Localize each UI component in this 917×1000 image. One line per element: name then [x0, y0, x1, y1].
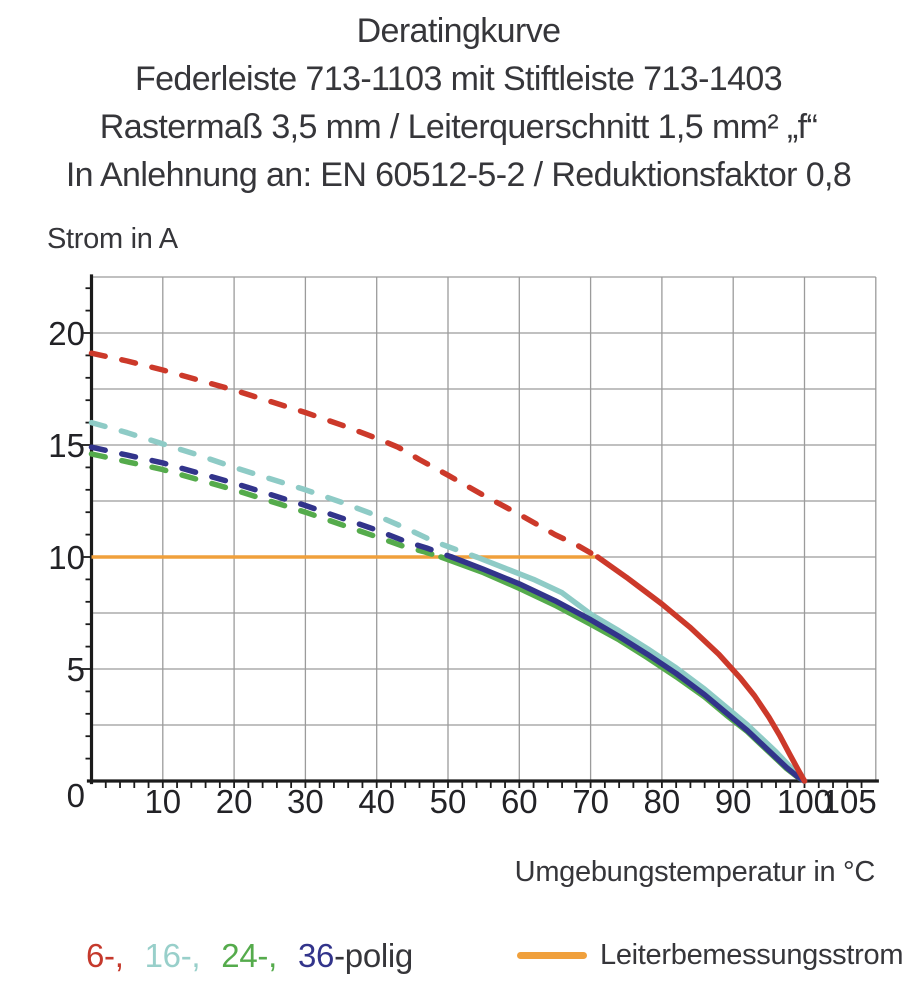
rated-current-line-swatch [517, 951, 587, 959]
legend-rated-current: Leiterbemessungsstrom [517, 930, 903, 980]
y-tick-label: 0 [67, 777, 85, 814]
x-tick-label: 30 [287, 783, 324, 820]
series-6-polig-solid [594, 554, 808, 784]
chart-title-block: Deratingkurve Federleiste 713-1103 mit S… [0, 7, 917, 199]
legend-item-36-polig: 36 [297, 937, 335, 974]
x-tick-label: 10 [144, 783, 181, 820]
legend-pole-counts: 6-, 16-, 24-, 36-polig [86, 937, 413, 975]
series-16-polig-solid [473, 554, 808, 784]
series-36-polig [88, 444, 808, 784]
series-36-polig-dashed [88, 444, 455, 560]
series-16-polig-dashed [88, 419, 480, 560]
series-36-polig-solid [448, 554, 808, 784]
series-6-polig-dashed [88, 350, 601, 560]
y-axis-title: Strom in A [47, 223, 178, 255]
series-6-polig [88, 350, 808, 784]
axes [86, 274, 879, 785]
x-tick-label: 60 [501, 783, 538, 820]
chart-title-line3: Rastermaß 3,5 mm / Leiterquerschnitt 1,5… [99, 108, 818, 146]
x-tick-label: 50 [430, 783, 467, 820]
y-tick-label: 20 [48, 315, 85, 352]
series-16-polig [88, 419, 808, 784]
x-tick-label: 20 [216, 783, 253, 820]
legend-item-6-polig: 6-, [86, 937, 124, 974]
chart-title-line2: Federleiste 713-1103 mit Stiftleiste 713… [134, 60, 783, 98]
grid [91, 276, 877, 781]
x-tick-label: 105 [822, 783, 877, 820]
x-tick-label: 100 [777, 783, 832, 820]
chart-title-line1: Deratingkurve [356, 12, 561, 50]
x-tick-label: 40 [358, 783, 395, 820]
rated-current-label: Leiterbemessungsstrom [600, 938, 904, 971]
series-24-polig-dashed [88, 451, 444, 560]
y-tick-label: 10 [48, 539, 85, 576]
y-tick-label: 15 [48, 427, 85, 464]
x-axis-title: Umgebungstemperatur in °C [514, 856, 876, 888]
legend-item-16-polig: 16-, [144, 937, 201, 974]
y-tick-labels: 0 5 10 15 20 [48, 315, 85, 814]
legend-polig-suffix: -polig [334, 937, 413, 974]
y-tick-label: 5 [67, 651, 85, 688]
chart-title-line4: In Anlehnung an: EN 60512-5-2 / Reduktio… [65, 156, 852, 194]
legend-item-24-polig: 24-, [221, 937, 277, 974]
x-tick-label: 80 [644, 783, 681, 820]
x-tick-label: 90 [715, 783, 752, 820]
x-tick-label: 70 [572, 783, 609, 820]
